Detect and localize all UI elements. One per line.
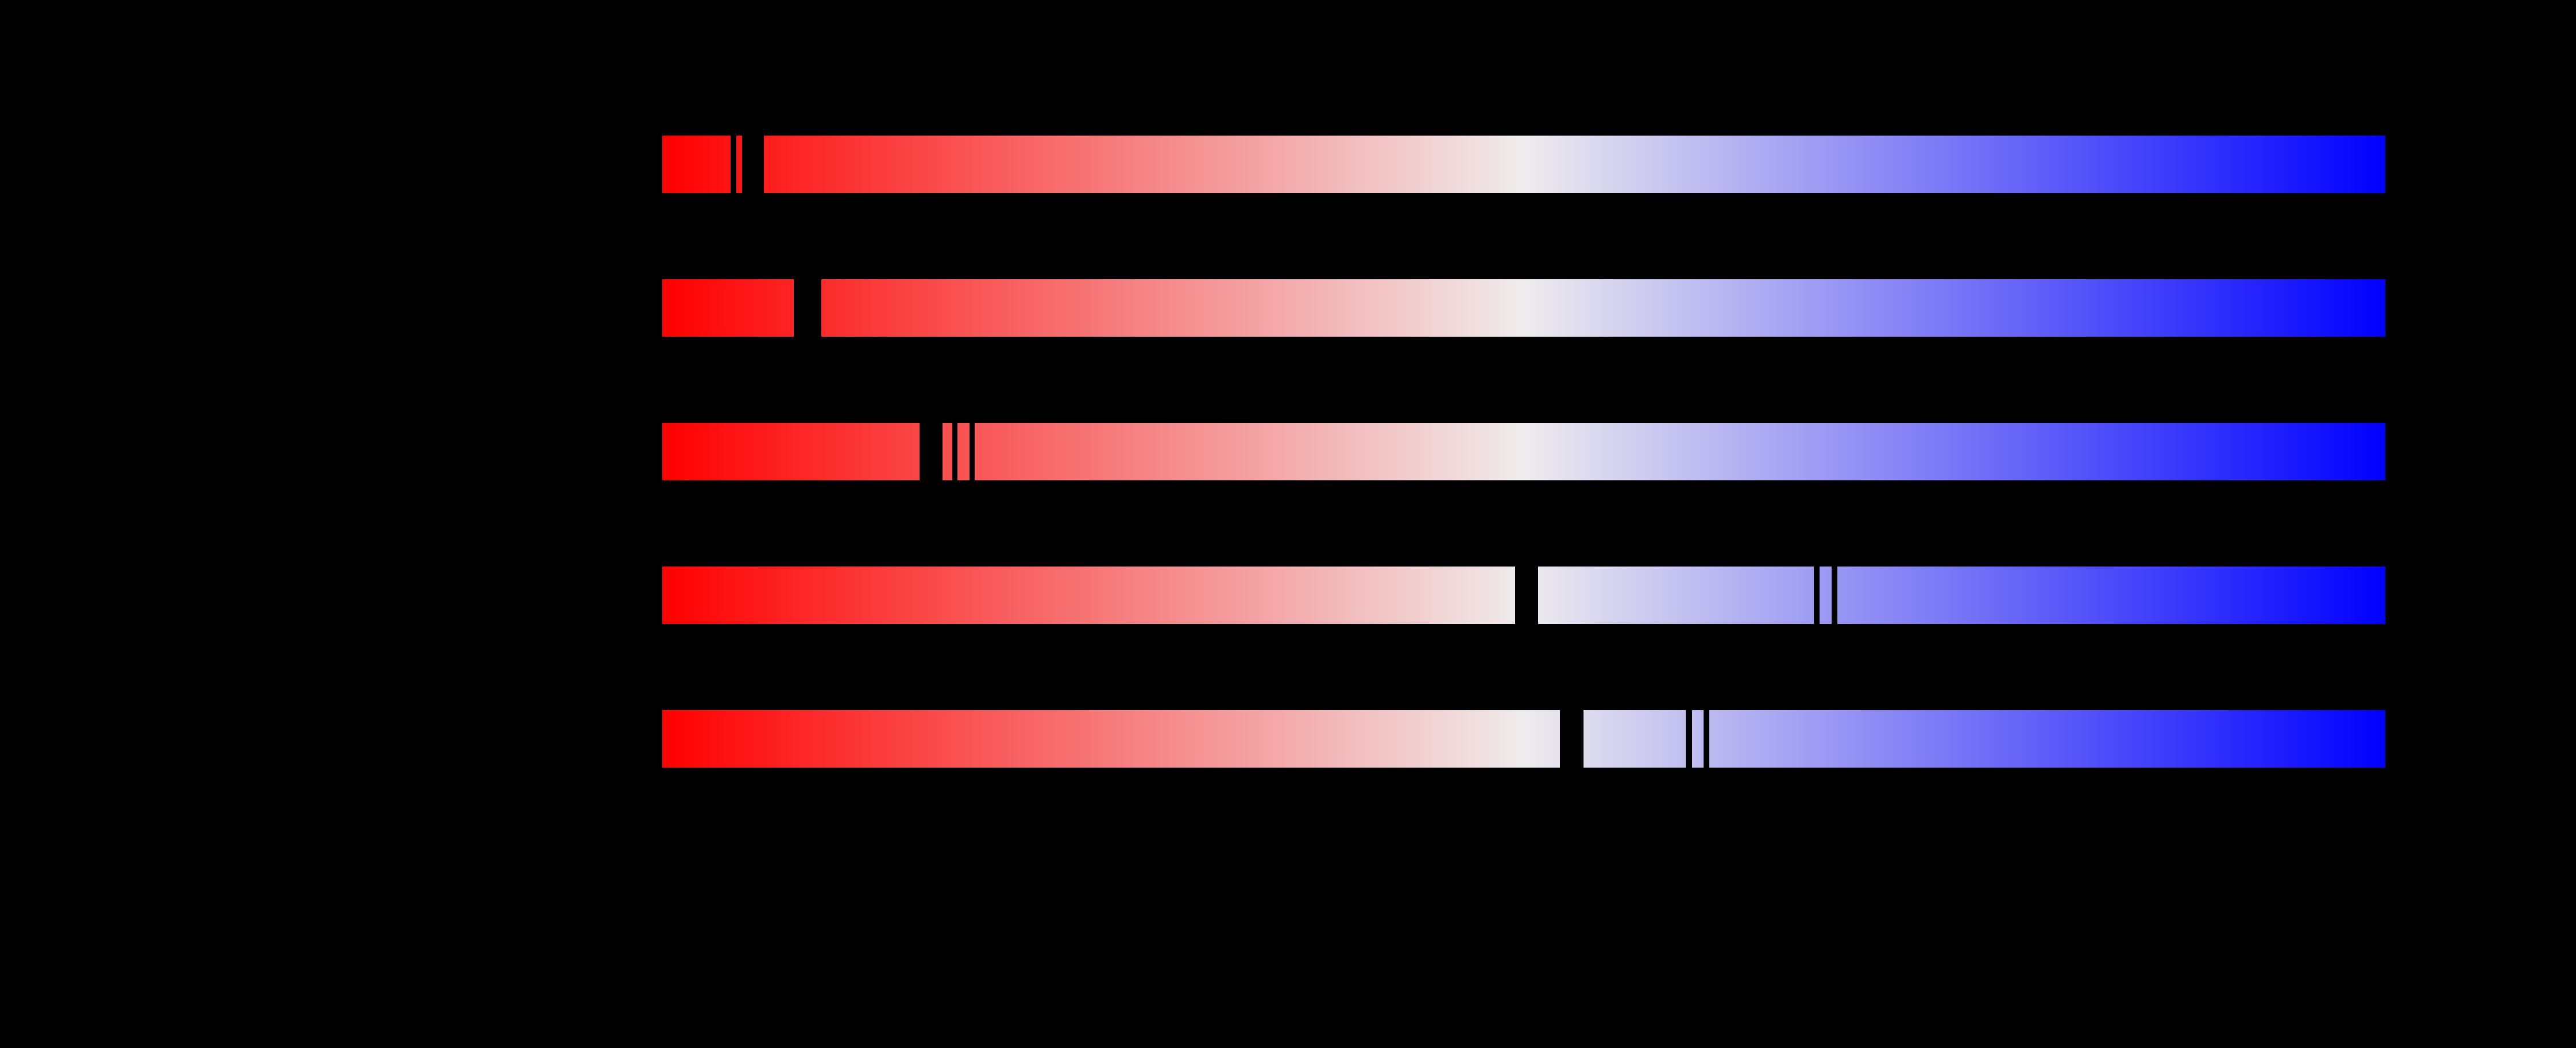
marker-line-thin <box>1832 567 1837 624</box>
gradient-bar-1 <box>662 136 2385 193</box>
marker-line-thick <box>920 423 943 480</box>
gradient-bar-5 <box>662 710 2385 768</box>
gradient-bar-3 <box>662 423 2385 480</box>
marker-line-thin <box>1814 567 1820 624</box>
marker-line-thick-merged <box>794 279 821 337</box>
marker-line-thick <box>1560 710 1584 768</box>
gradient-bar-4 <box>662 567 2385 624</box>
marker-line-thick <box>742 136 764 193</box>
marker-line-thin <box>1704 710 1709 768</box>
marker-line-thick <box>1515 567 1538 624</box>
marker-line-thin <box>952 423 957 480</box>
marker-line-thin <box>731 136 736 193</box>
gradient-bar-2 <box>662 279 2385 337</box>
marker-line-thin <box>1686 710 1692 768</box>
marker-line-thin <box>970 423 975 480</box>
